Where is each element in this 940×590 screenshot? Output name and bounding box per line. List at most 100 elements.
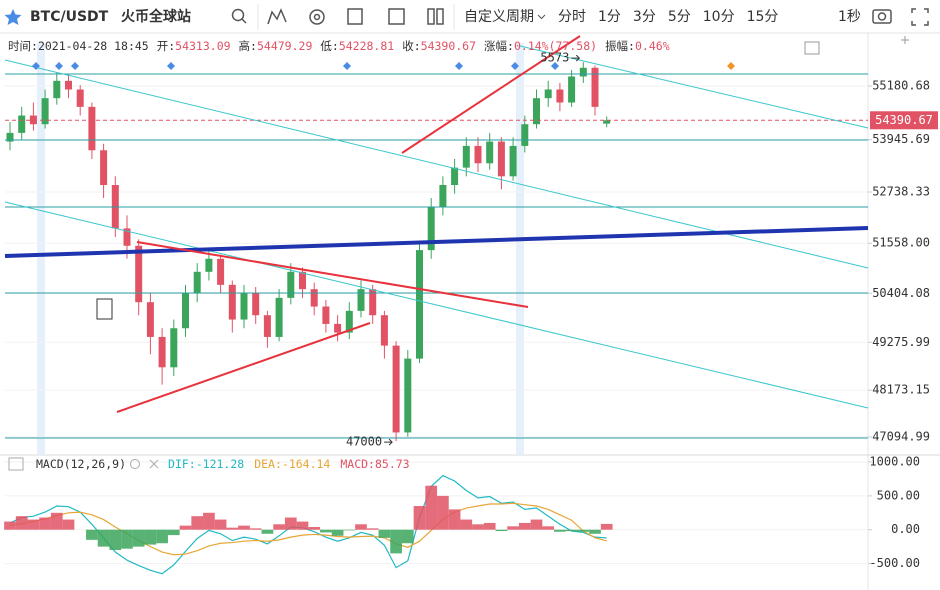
candle-body xyxy=(240,293,248,320)
header-field: 收: xyxy=(402,39,420,53)
highlight-band xyxy=(516,43,524,455)
y-tick-label: -500.00 xyxy=(869,556,920,570)
event-marker[interactable] xyxy=(167,62,175,70)
y-tick-label: 1000.00 xyxy=(869,455,920,469)
y-tick-label: 52738.33 xyxy=(872,185,930,199)
settings-icon[interactable] xyxy=(130,459,140,469)
low-marker-arrow xyxy=(384,438,393,446)
period-option[interactable]: 15分 xyxy=(747,9,779,25)
macd-line xyxy=(9,502,607,556)
y-tick-label: 51558.00 xyxy=(872,236,930,250)
y-tick-label: 0.00 xyxy=(891,522,920,536)
candle-body xyxy=(53,80,61,99)
macd-bar xyxy=(284,517,297,530)
favorite-icon[interactable] xyxy=(4,9,22,25)
event-marker[interactable] xyxy=(455,62,463,70)
candle-body xyxy=(392,345,400,433)
macd-legend: MACD(12,26,9) DIF:-121.28 DEA:-164.14 MACD:… xyxy=(36,457,410,471)
macd-bar xyxy=(156,529,168,544)
layout-icon[interactable] xyxy=(427,8,435,25)
custom-period[interactable]: 自定义周期 xyxy=(464,9,534,25)
macd-bar xyxy=(62,519,75,530)
candle-body xyxy=(275,297,283,337)
macd-bar xyxy=(191,516,204,530)
candle-body xyxy=(521,124,529,146)
candle-body xyxy=(123,228,131,246)
macd-bar xyxy=(554,529,566,532)
macd-bar xyxy=(378,529,391,538)
period-option[interactable]: 10分 xyxy=(703,9,735,25)
macd-bar xyxy=(483,522,496,530)
template-icon[interactable] xyxy=(347,8,363,25)
candle-body xyxy=(404,358,412,433)
tick-interval[interactable]: 1秒 xyxy=(838,9,861,25)
highlight-band xyxy=(37,43,45,455)
candle-body xyxy=(217,258,225,285)
settings-icon[interactable] xyxy=(309,9,325,25)
header-field: 低: xyxy=(320,39,338,53)
candle-body xyxy=(193,271,201,294)
fullscreen-icon[interactable] xyxy=(911,8,929,26)
candle-body xyxy=(462,145,470,168)
macd-bar xyxy=(589,529,601,534)
event-marker[interactable] xyxy=(343,62,351,70)
candle-body xyxy=(416,250,423,359)
candle-body xyxy=(310,289,318,307)
macd-bar xyxy=(226,527,239,530)
y-tick-label: 48173.15 xyxy=(872,383,930,397)
header-field: 0.14%(77.58) xyxy=(514,39,597,53)
header-field: 54479.29 xyxy=(257,39,312,53)
candle-body xyxy=(357,289,365,311)
macd-bar xyxy=(460,519,473,530)
period-option[interactable]: 5分 xyxy=(668,9,691,25)
header-field: 54390.67 xyxy=(421,39,476,53)
y-tick-label: 47094.99 xyxy=(872,429,930,443)
candle-body xyxy=(158,336,166,368)
macd-bar xyxy=(542,526,555,530)
period-option[interactable]: 分时 xyxy=(558,9,586,25)
legend-value: -164.14 xyxy=(282,457,331,471)
period-option[interactable]: 1分 xyxy=(598,9,621,25)
symbol[interactable]: BTC/USDT xyxy=(30,9,109,25)
event-marker[interactable] xyxy=(55,62,63,70)
macd-bar xyxy=(366,528,379,530)
high-marker-arrow xyxy=(571,54,581,62)
macd-bar xyxy=(144,529,157,545)
drawings xyxy=(4,35,909,439)
last-price-label: 54390.67 xyxy=(875,113,933,127)
candle-body xyxy=(509,145,517,177)
header-field: 开: xyxy=(157,39,175,53)
candle-body xyxy=(100,150,108,185)
macd-bar xyxy=(565,529,578,532)
notes-icon[interactable] xyxy=(804,41,820,55)
indicator-icon[interactable] xyxy=(267,8,287,25)
event-marker[interactable] xyxy=(511,62,519,70)
header-field: 时间: xyxy=(8,39,38,53)
close-icon[interactable] xyxy=(149,459,159,469)
add-icon[interactable] xyxy=(901,36,909,44)
search-icon[interactable] xyxy=(231,8,245,22)
event-marker[interactable] xyxy=(727,62,735,70)
legend-name: DEA: xyxy=(254,457,282,471)
candle-body xyxy=(299,271,306,290)
toolbar: BTC/USDT 火币全球站 自定义周期 分时 1分 3分 5分 10分 15分 1秒 xyxy=(0,0,940,34)
candle-body xyxy=(228,284,236,320)
trend-line xyxy=(401,35,581,154)
event-marker[interactable] xyxy=(71,62,79,70)
camera-icon[interactable] xyxy=(872,9,892,24)
macd-bar xyxy=(132,529,145,547)
candle-body xyxy=(205,258,213,272)
candle-body xyxy=(474,145,482,164)
candle-body xyxy=(380,315,388,346)
y-tick-label: 49275.99 xyxy=(872,335,930,349)
event-marker[interactable] xyxy=(32,62,40,70)
period-option[interactable]: 3分 xyxy=(633,9,656,25)
macd-bar xyxy=(15,516,28,530)
snapshot-icon[interactable] xyxy=(388,8,405,25)
collapse-icon[interactable] xyxy=(8,457,24,471)
event-marker[interactable] xyxy=(551,62,559,70)
y-tick-label: 53945.69 xyxy=(872,132,930,146)
macd-bar xyxy=(121,529,133,549)
candle-body xyxy=(544,89,552,99)
